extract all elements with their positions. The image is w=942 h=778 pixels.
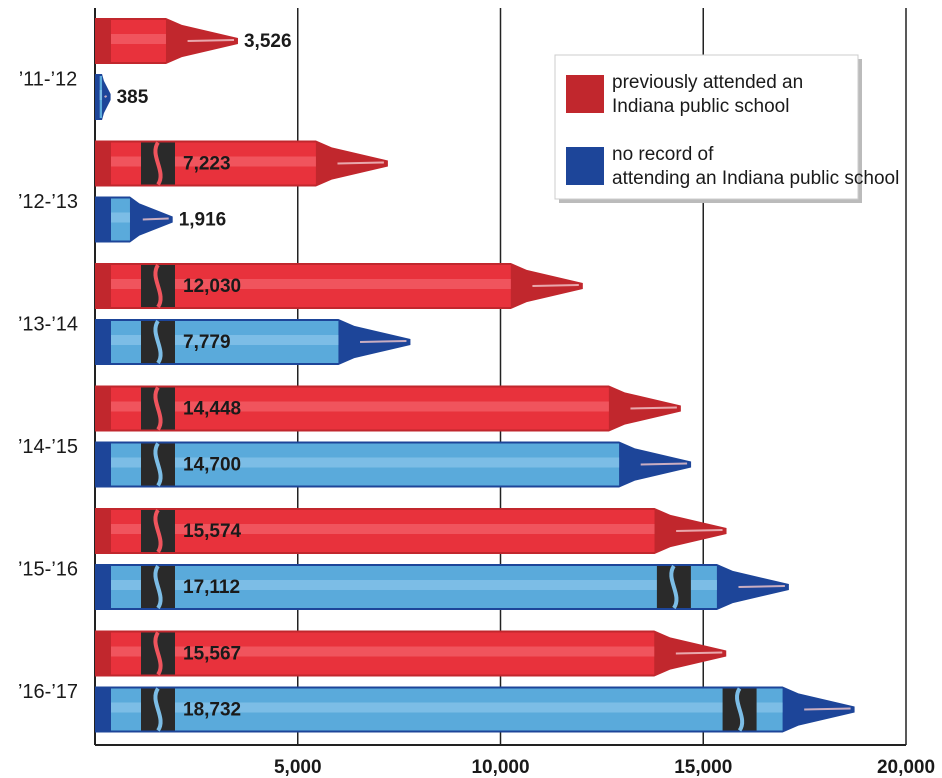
crayon-highlight <box>111 702 783 713</box>
crayon-wave <box>153 386 163 431</box>
x-tick-label: 20,000 <box>877 757 935 778</box>
data-label: 14,700 <box>183 455 241 476</box>
data-label: 7,223 <box>183 154 231 175</box>
crayon-wave <box>669 564 679 610</box>
crayon-wave <box>153 319 163 365</box>
crayon-shine <box>142 217 169 221</box>
crayon-wave <box>153 631 163 676</box>
legend-label: previously attended an Indiana public sch… <box>612 72 803 117</box>
crayon-shine <box>804 707 851 711</box>
crayon-shine <box>630 406 677 410</box>
data-label: 3,526 <box>244 31 292 52</box>
y-tick-label: ’14-’15 <box>18 436 78 458</box>
y-tick-label: ’13-’14 <box>18 313 78 335</box>
crayon-wave <box>153 508 163 554</box>
data-label: 18,732 <box>183 700 241 721</box>
crayon-highlight <box>111 457 620 468</box>
crayon-highlight <box>111 156 316 167</box>
crayon-highlight <box>111 580 717 590</box>
crayon-shine <box>337 161 384 165</box>
crayon-shine <box>640 462 688 466</box>
crayon-shine <box>360 340 407 343</box>
crayon-highlight <box>111 279 511 289</box>
data-label: 385 <box>117 87 149 108</box>
crayon-shine <box>532 284 579 287</box>
crayon-highlight <box>111 34 166 44</box>
crayon-highlight <box>111 212 130 223</box>
legend-swatch <box>566 147 604 185</box>
crayon-bar <box>95 74 111 120</box>
crayon-highlight <box>111 524 655 534</box>
y-tick-label: ’11-’12 <box>19 68 78 90</box>
y-tick-label: ’16-’17 <box>18 681 78 703</box>
legend-box <box>554 54 859 200</box>
legend-label: no record of attending an Indiana public … <box>612 144 899 189</box>
y-tick-label: ’15-’16 <box>18 558 78 580</box>
data-label: 7,779 <box>183 332 231 353</box>
data-label: 1,916 <box>179 210 227 231</box>
crayon-shine <box>738 585 785 588</box>
crayon-shine <box>676 529 723 532</box>
crayon-wave <box>153 263 163 309</box>
crayon-wave <box>153 141 163 186</box>
data-label: 14,448 <box>183 399 241 420</box>
crayon-shine <box>187 39 235 42</box>
crayon-highlight <box>99 90 103 100</box>
x-tick-label: 10,000 <box>471 757 529 778</box>
y-tick-label: ’12-’13 <box>18 191 78 213</box>
crayon-wave <box>735 687 745 732</box>
crayon-highlight <box>111 646 655 657</box>
data-label: 17,112 <box>183 577 240 598</box>
crayon-highlight <box>111 335 339 345</box>
data-label: 12,030 <box>183 276 241 297</box>
data-label: 15,574 <box>183 521 242 542</box>
crayon-shine <box>675 651 723 655</box>
x-tick-label: 5,000 <box>274 757 322 778</box>
data-label: 15,567 <box>183 644 241 665</box>
x-tick-label: 15,000 <box>674 757 732 778</box>
crayon-wave <box>153 564 163 610</box>
crayon-wave <box>153 442 163 487</box>
crayon-highlight <box>111 401 609 412</box>
legend-swatch <box>566 75 604 113</box>
crayon-shine <box>104 95 108 98</box>
crayon-wave <box>153 687 163 732</box>
